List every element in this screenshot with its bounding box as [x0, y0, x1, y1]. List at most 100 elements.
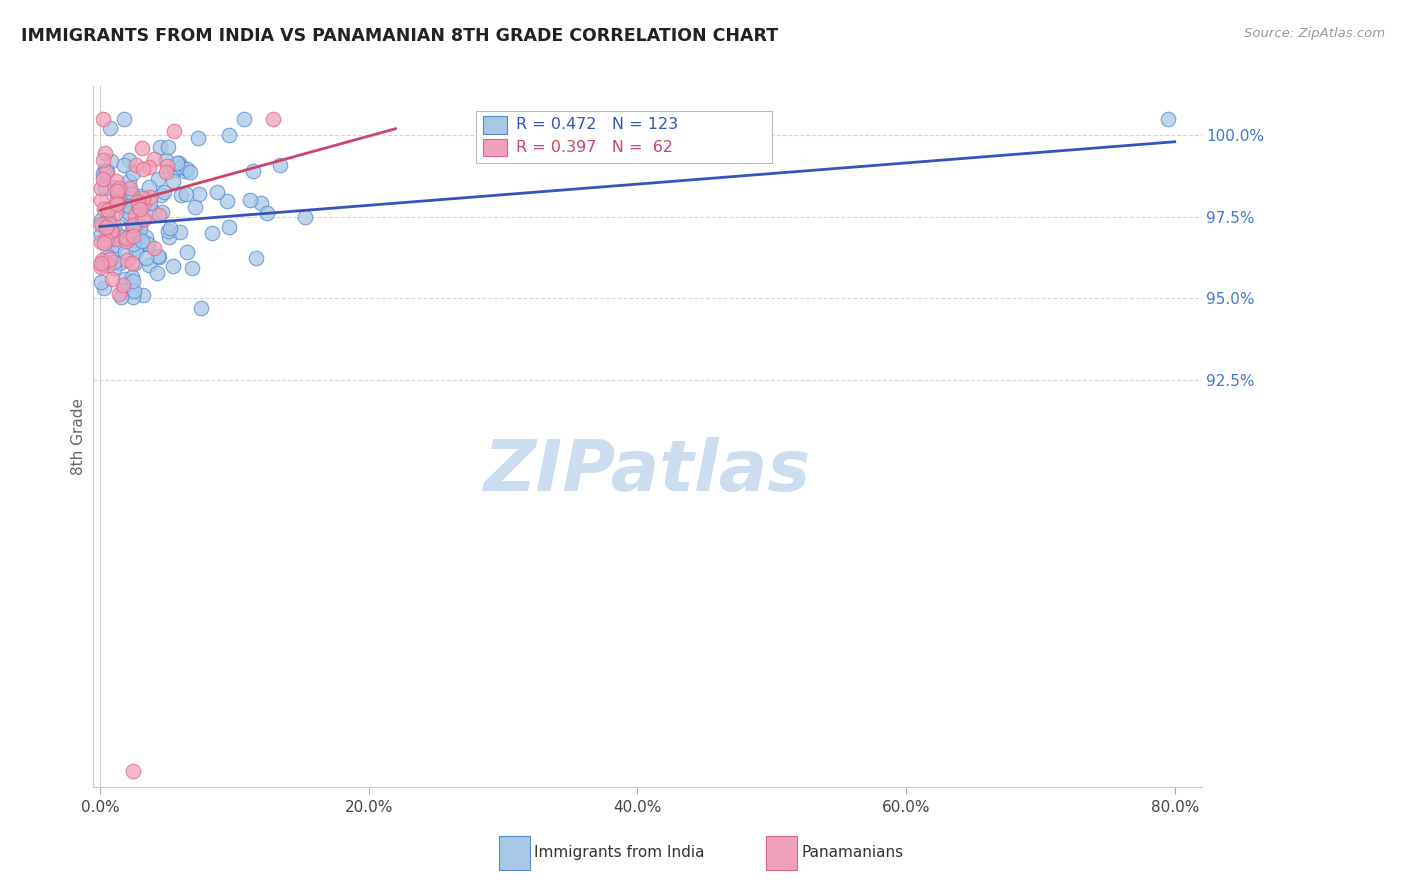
Text: Panamanians: Panamanians — [801, 846, 904, 860]
Immigrants from India — [217, 194, 239, 208]
Immigrants from India — [127, 226, 149, 240]
Panamanians — [97, 258, 120, 272]
Panamanians — [93, 236, 115, 251]
Panamanians — [142, 152, 165, 166]
Panamanians — [90, 260, 112, 274]
FancyBboxPatch shape — [482, 116, 508, 134]
Immigrants from India — [93, 255, 115, 269]
Immigrants from India — [103, 219, 125, 234]
Panamanians — [114, 231, 136, 245]
Immigrants from India — [124, 229, 146, 244]
Immigrants from India — [112, 158, 135, 172]
Panamanians — [128, 202, 150, 216]
Immigrants from India — [205, 185, 228, 199]
Immigrants from India — [239, 193, 262, 207]
Panamanians — [156, 159, 179, 173]
Immigrants from India — [105, 186, 128, 201]
Immigrants from India — [118, 153, 141, 168]
Immigrants from India — [118, 198, 141, 212]
Immigrants from India — [117, 181, 139, 195]
Immigrants from India — [114, 208, 136, 222]
Immigrants from India — [97, 211, 120, 225]
Panamanians — [142, 241, 165, 255]
Panamanians — [105, 187, 128, 202]
Immigrants from India — [122, 285, 145, 299]
Panamanians — [138, 160, 160, 174]
Immigrants from India — [96, 164, 118, 178]
Immigrants from India — [93, 164, 115, 178]
Text: Source: ZipAtlas.com: Source: ZipAtlas.com — [1244, 27, 1385, 40]
Panamanians — [115, 234, 138, 248]
Text: ZIPatlas: ZIPatlas — [484, 437, 811, 507]
Immigrants from India — [118, 174, 141, 188]
Immigrants from India — [162, 174, 184, 188]
Immigrants from India — [218, 128, 240, 142]
Immigrants from India — [294, 210, 316, 224]
Panamanians — [104, 232, 127, 246]
Immigrants from India — [179, 164, 201, 178]
Panamanians — [98, 216, 121, 230]
Panamanians — [111, 278, 134, 293]
Immigrants from India — [181, 261, 204, 276]
Panamanians — [104, 174, 127, 188]
Panamanians — [125, 157, 148, 171]
Immigrants from India — [90, 275, 112, 289]
Immigrants from India — [139, 196, 162, 211]
Panamanians — [127, 195, 149, 210]
Immigrants from India — [111, 230, 134, 244]
Immigrants from India — [96, 250, 118, 264]
Immigrants from India — [114, 244, 136, 259]
Immigrants from India — [91, 259, 114, 273]
Immigrants from India — [110, 290, 132, 304]
Immigrants from India — [170, 160, 193, 174]
Immigrants from India — [201, 227, 224, 241]
Panamanians — [131, 212, 153, 227]
Panamanians — [90, 181, 112, 195]
Immigrants from India — [269, 158, 291, 172]
Immigrants from India — [103, 260, 125, 275]
Panamanians — [104, 206, 127, 220]
Immigrants from India — [190, 301, 212, 315]
Panamanians — [93, 202, 115, 216]
Panamanians — [91, 171, 114, 186]
Immigrants from India — [138, 180, 160, 194]
Panamanians — [122, 764, 145, 778]
Panamanians — [124, 208, 146, 222]
Immigrants from India — [98, 121, 121, 136]
Immigrants from India — [187, 130, 209, 145]
Immigrants from India — [250, 195, 273, 210]
Immigrants from India — [94, 181, 117, 195]
Immigrants from India — [131, 234, 153, 248]
Immigrants from India — [131, 236, 153, 251]
Immigrants from India — [150, 204, 173, 219]
Immigrants from India — [90, 212, 112, 227]
Panamanians — [105, 194, 128, 209]
Panamanians — [155, 165, 177, 179]
Immigrants from India — [101, 244, 124, 259]
Immigrants from India — [135, 230, 157, 244]
Immigrants from India — [96, 219, 118, 234]
Immigrants from India — [105, 227, 128, 241]
Panamanians — [90, 235, 112, 249]
Immigrants from India — [108, 256, 131, 270]
Immigrants from India — [128, 222, 150, 236]
Immigrants from India — [149, 140, 172, 154]
Panamanians — [107, 287, 129, 301]
Immigrants from India — [103, 255, 125, 269]
Panamanians — [105, 184, 128, 198]
Immigrants from India — [122, 236, 145, 251]
Immigrants from India — [120, 214, 142, 228]
Immigrants from India — [90, 227, 112, 241]
Panamanians — [127, 198, 149, 212]
Immigrants from India — [114, 271, 136, 285]
Immigrants from India — [121, 186, 143, 201]
Panamanians — [120, 180, 142, 194]
Panamanians — [105, 197, 128, 211]
FancyBboxPatch shape — [482, 138, 508, 156]
Immigrants from India — [101, 229, 124, 244]
Panamanians — [121, 229, 143, 244]
Immigrants from India — [155, 153, 177, 167]
Immigrants from India — [136, 237, 159, 252]
Immigrants from India — [163, 163, 186, 178]
Panamanians — [97, 202, 120, 217]
